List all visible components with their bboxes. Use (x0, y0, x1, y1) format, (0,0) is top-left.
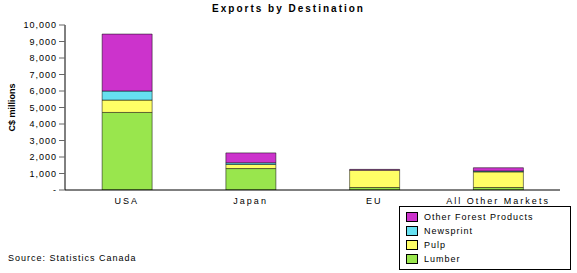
svg-text:10,000: 10,000 (23, 20, 57, 30)
svg-text:7,000: 7,000 (29, 70, 57, 80)
svg-text:-: - (53, 185, 57, 195)
svg-text:4,000: 4,000 (29, 119, 57, 129)
html-text:Other Forest Products: Other Forest Products (424, 212, 534, 222)
html-text:Newsprint: Newsprint (424, 226, 473, 236)
svg-text:8,000: 8,000 (29, 53, 57, 63)
svg-text:1,000: 1,000 (29, 169, 57, 179)
svg-text:All Other Markets: All Other Markets (446, 196, 550, 206)
svg-text:5,000: 5,000 (29, 103, 57, 113)
svg-text:Japan: Japan (233, 196, 268, 206)
svg-text:9,000: 9,000 (29, 37, 57, 47)
svg-text:2,000: 2,000 (29, 152, 57, 162)
html-text:Exports by Destination: Exports by Destination (212, 3, 365, 14)
html-text:Source: Statistics Canada: Source: Statistics Canada (8, 253, 137, 263)
svg-text:C$ millions: C$ millions (8, 83, 17, 131)
html-text:Pulp: Pulp (424, 240, 446, 250)
svg-text:EU: EU (366, 196, 383, 206)
svg-text:6,000: 6,000 (29, 86, 57, 96)
html-text:Lumber: Lumber (424, 254, 461, 264)
svg-text:USA: USA (115, 196, 140, 206)
svg-text:3,000: 3,000 (29, 136, 57, 146)
